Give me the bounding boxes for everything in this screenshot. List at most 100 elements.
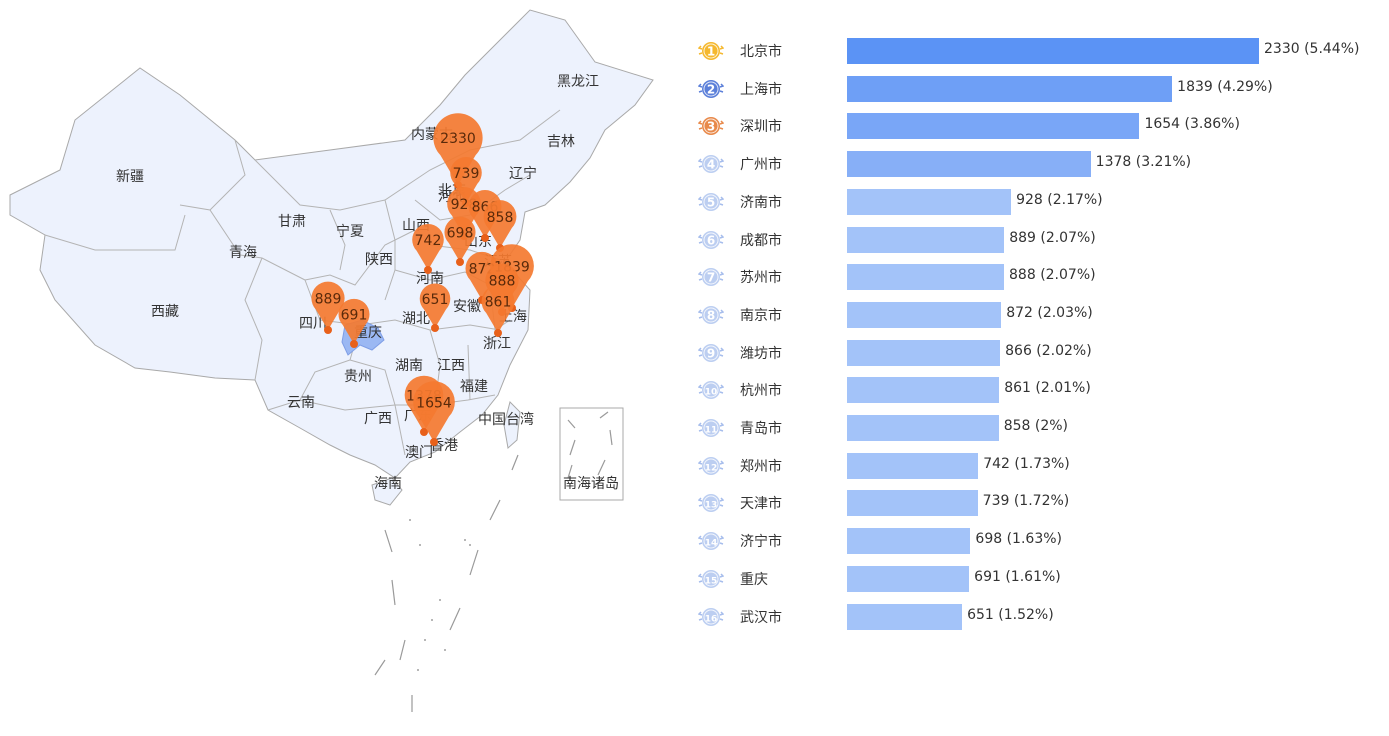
rank-number: 5 (707, 195, 715, 209)
rank-medal-icon: 12 (698, 453, 724, 479)
rank-medal-icon: 10 (698, 377, 724, 403)
ranking-bar[interactable] (847, 566, 969, 592)
rank-medal-icon: 15 (698, 566, 724, 592)
ranking-row[interactable]: 7 苏州市888 (2.07%) (690, 258, 1380, 296)
ranking-value-label: 858 (2%) (1004, 418, 1068, 434)
ranking-row[interactable]: 9 潍坊市866 (2.02%) (690, 334, 1380, 372)
ranking-bar[interactable] (847, 528, 970, 554)
rank-medal-icon: 5 (698, 189, 724, 215)
ranking-city-name: 天津市 (740, 493, 782, 513)
ranking-row[interactable]: 4 广州市1378 (3.21%) (690, 145, 1380, 183)
ranking-row[interactable]: 3 深圳市 1654 (3.86%) (690, 107, 1380, 145)
rank-number: 4 (707, 158, 715, 172)
ranking-row[interactable]: 6 成都市889 (2.07%) (690, 221, 1380, 259)
ranking-row[interactable]: 5 济南市928 (2.17%) (690, 183, 1380, 221)
rank-medal-icon: 4 (698, 151, 724, 177)
rank-number: 6 (707, 233, 715, 247)
ranking-bar[interactable] (847, 604, 962, 630)
rank-medal-icon: 14 (698, 528, 724, 554)
rank-number: 13 (705, 501, 718, 511)
pin-value-label: 889 (315, 291, 342, 307)
ranking-value-label: 2330 (5.44%) (1264, 41, 1359, 57)
rank-number: 8 (707, 308, 715, 322)
ranking-bar[interactable] (847, 490, 978, 516)
ranking-city-name: 济宁市 (740, 531, 782, 551)
ranking-bar[interactable] (847, 415, 999, 441)
province-label: 吉林 (547, 134, 575, 150)
ranking-city-name: 深圳市 (740, 116, 782, 136)
province-label: 宁夏 (336, 223, 364, 240)
province-label: 浙江 (483, 336, 511, 352)
rank-medal-icon: 1 (698, 38, 724, 64)
ranking-bar[interactable] (847, 189, 1011, 215)
ranking-row[interactable]: 8 南京市872 (2.03%) (690, 296, 1380, 334)
rank-number: 11 (705, 426, 718, 436)
ranking-bar[interactable] (847, 264, 1004, 290)
rank-medal-icon: 13 (698, 490, 724, 516)
pin-anchor-dot (494, 329, 502, 337)
pin-anchor-dot (456, 258, 464, 266)
province-label: 广西 (364, 411, 392, 427)
ranking-city-name: 成都市 (740, 230, 782, 250)
ranking-bar[interactable] (847, 113, 1139, 139)
province-label: 江西 (437, 358, 465, 374)
rank-medal-icon: 7 (698, 264, 724, 290)
rank-number: 14 (705, 539, 718, 549)
ranking-row[interactable]: 10 杭州市861 (2.01%) (690, 371, 1380, 409)
province-label: 云南 (287, 395, 315, 411)
rank-number: 1 (707, 45, 715, 59)
ranking-row[interactable]: 14 济宁市 698 (1.63%) (690, 522, 1380, 560)
province-label: 海南 (374, 476, 402, 492)
province-label: 澳门 (405, 445, 433, 461)
pin-anchor-dot (324, 326, 332, 334)
rank-medal-icon: 2 (698, 76, 724, 102)
rank-number: 10 (705, 388, 718, 398)
pin-value-label: 651 (422, 292, 449, 308)
rank-medal-icon: 11 (698, 415, 724, 441)
ranking-bar[interactable] (847, 227, 1004, 253)
rank-number: 9 (707, 346, 715, 360)
ranking-row[interactable]: 1 北京市2330 (5.44%) (690, 32, 1380, 70)
ranking-bar[interactable] (847, 151, 1091, 177)
ranking-row[interactable]: 11 青岛市858 (2%) (690, 409, 1380, 447)
ranking-city-name: 济南市 (740, 192, 782, 212)
ranking-bar[interactable] (847, 76, 1172, 102)
ranking-city-name: 潍坊市 (740, 343, 782, 363)
ranking-value-label: 698 (1.63%) (975, 531, 1062, 547)
ranking-row[interactable]: 15 重庆691 (1.61%) (690, 560, 1380, 598)
rank-number: 15 (705, 576, 718, 586)
pin-value-label: 861 (485, 295, 512, 311)
rank-number: 2 (707, 82, 715, 96)
ranking-row[interactable]: 16 武汉市651 (1.52%) (690, 598, 1380, 636)
ranking-value-label: 651 (1.52%) (967, 607, 1054, 623)
ranking-value-label: 1839 (4.29%) (1177, 79, 1272, 95)
rank-medal-icon: 8 (698, 302, 724, 328)
pin-anchor-dot (350, 340, 358, 348)
pin-value-label: 691 (341, 308, 368, 324)
pin-value-label: 739 (453, 166, 480, 182)
rank-medal-icon: 6 (698, 227, 724, 253)
islands-dots (409, 519, 471, 671)
ranking-bar[interactable] (847, 453, 978, 479)
province-label: 中国台湾 (478, 411, 534, 428)
rank-medal-icon: 16 (698, 604, 724, 630)
ranking-bar[interactable] (847, 38, 1259, 64)
pin-anchor-dot (430, 438, 438, 446)
ranking-city-name: 南京市 (740, 305, 782, 325)
ranking-city-name: 郑州市 (740, 456, 782, 476)
ranking-bar[interactable] (847, 377, 999, 403)
ranking-row[interactable]: 12 郑州市742 (1.73%) (690, 447, 1380, 485)
ranking-bar[interactable] (847, 302, 1001, 328)
province-label: 黑龙江 (557, 74, 599, 90)
china-map-panel: 新疆西藏青海甘肃宁夏内蒙古黑龙江吉林辽宁北京河北山西陕西四川重庆云南贵州广西广东… (0, 0, 680, 736)
ranking-value-label: 739 (1.72%) (983, 493, 1070, 509)
ranking-bar[interactable] (847, 340, 1000, 366)
rank-number: 3 (707, 120, 715, 134)
ranking-value-label: 1654 (3.86%) (1144, 116, 1239, 132)
ranking-city-name: 苏州市 (740, 267, 782, 287)
rank-number: 7 (707, 271, 715, 285)
province-label: 甘肃 (278, 214, 306, 230)
ranking-row[interactable]: 2 上海市1839 (4.29%) (690, 70, 1380, 108)
rank-medal-icon: 3 (698, 113, 724, 139)
ranking-row[interactable]: 13 天津市 739 (1.72%) (690, 484, 1380, 522)
